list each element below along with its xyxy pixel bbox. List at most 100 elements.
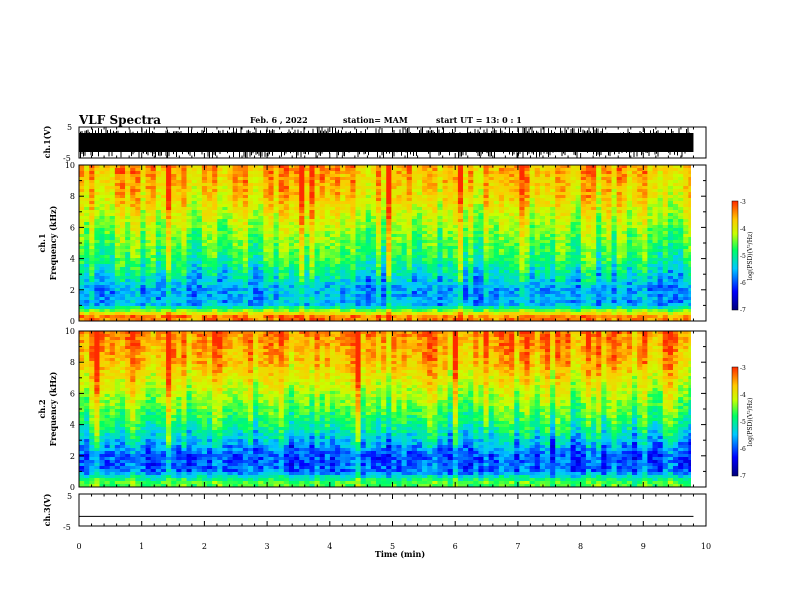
spectrogram-cell	[324, 264, 331, 268]
spectrogram-cell	[130, 285, 136, 289]
spectrogram-cell	[232, 225, 239, 229]
spectrogram-cell	[176, 210, 182, 214]
spectrogram-cell	[637, 180, 643, 184]
spectrogram-cell	[329, 198, 336, 202]
spectrogram-cell	[99, 216, 105, 220]
spectrogram-cell	[637, 201, 643, 205]
spectrogram-cell	[375, 183, 382, 187]
spectrogram-cell	[391, 222, 397, 226]
spectrogram-cell	[447, 210, 454, 214]
spectrogram-cell	[237, 186, 244, 190]
spectrogram-cell	[401, 267, 408, 271]
spectrogram-cell	[683, 204, 689, 208]
spectrogram-cell	[304, 240, 310, 244]
spectrogram-cell	[201, 216, 208, 220]
spectrogram-cell	[616, 189, 623, 193]
spectrogram-cell	[478, 222, 484, 226]
spectrogram-cell	[657, 282, 664, 286]
spectrogram-cell	[457, 195, 464, 199]
spectrogram-cell	[89, 276, 95, 280]
spectrogram-cell	[498, 192, 505, 196]
spectrogram-cell	[524, 204, 530, 208]
spectrogram-cell	[447, 252, 454, 256]
spectrogram-cell	[544, 192, 551, 196]
spectrogram-cell	[637, 186, 643, 190]
spectrogram-cell	[360, 273, 367, 277]
spectrogram-cell	[314, 282, 320, 286]
spectrogram-cell	[422, 270, 428, 274]
spectrogram-cell	[401, 171, 408, 175]
spectrogram-cell	[688, 249, 691, 253]
spectrogram-cell	[237, 279, 244, 283]
spectrogram-cell	[616, 240, 623, 244]
spectrogram-cell	[171, 219, 177, 223]
spectrogram-cell	[201, 219, 208, 223]
spectrogram-cell	[442, 195, 448, 199]
spectrogram-cell	[365, 225, 372, 229]
spectrogram-cell	[355, 222, 361, 226]
spectrogram-cell	[381, 186, 387, 190]
spectrogram-cell	[329, 270, 336, 274]
spectrogram-cell	[350, 249, 356, 253]
spectrogram-cell	[621, 204, 628, 208]
spectrogram-cell	[319, 240, 326, 244]
spectrogram-cell	[314, 234, 320, 238]
spectrogram-cell	[632, 171, 638, 175]
spectrogram-cell	[447, 183, 454, 187]
spectrogram-cell	[232, 171, 239, 175]
spectrogram-cell	[304, 195, 310, 199]
spectrogram-cell	[140, 183, 146, 187]
spectrogram-cell	[529, 204, 536, 208]
spectrogram-cell	[242, 216, 249, 220]
spectrogram-cell	[396, 234, 402, 238]
spectrogram-cell	[626, 255, 633, 259]
spectrogram-cell	[160, 198, 167, 202]
spectrogram-cell	[596, 276, 602, 280]
spectrogram-cell	[314, 213, 320, 217]
spectrogram-cell	[606, 246, 612, 250]
spectrogram-cell	[544, 240, 551, 244]
spectrogram-cell	[560, 207, 566, 211]
spectrogram-cell	[119, 195, 126, 199]
spectrogram-cell	[498, 240, 505, 244]
spectrogram-cell	[212, 279, 218, 283]
spectrogram-cell	[217, 255, 223, 259]
spectrogram-cell	[212, 282, 218, 286]
spectrogram-cell	[288, 228, 295, 232]
spectrogram-cell	[580, 174, 587, 178]
spectrogram-cell	[237, 249, 244, 253]
spectrogram-cell	[493, 282, 500, 286]
spectrogram-cell	[529, 222, 536, 226]
spectrogram-cell	[463, 189, 469, 193]
spectrogram-cell	[452, 201, 459, 205]
spectrogram-cell	[84, 264, 90, 268]
spectrogram-cell	[212, 174, 218, 178]
spectrogram-cell	[493, 270, 500, 274]
spectrogram-cell	[181, 174, 187, 178]
spectrogram-cell	[688, 177, 691, 181]
spectrogram-cell	[401, 213, 408, 217]
spectrogram-cell	[678, 210, 684, 214]
spectrogram-cell	[678, 240, 684, 244]
spectrogram-cell	[483, 189, 489, 193]
spectrogram-cell	[94, 213, 100, 217]
spectrogram-cell	[591, 201, 597, 205]
spectrogram-cell	[191, 195, 198, 199]
spectrogram-cell	[591, 222, 597, 226]
spectrogram-cell	[488, 213, 495, 217]
spectrogram-cell	[99, 186, 105, 190]
spectrogram-cell	[580, 243, 587, 247]
spectrogram-cell	[647, 165, 653, 169]
spectrogram-cell	[191, 168, 198, 172]
spectrogram-cell	[247, 183, 254, 187]
spectrogram-cell	[504, 222, 510, 226]
spectrogram-cell	[79, 216, 85, 220]
spectrogram-cell	[391, 189, 397, 193]
spectrogram-cell	[452, 255, 459, 259]
spectrogram-cell	[268, 189, 274, 193]
spectrogram-cell	[319, 270, 326, 274]
spectrogram-cell	[534, 249, 541, 253]
spectrogram-cell	[652, 219, 658, 223]
spectrogram-cell	[191, 237, 198, 241]
spectrogram-cell	[442, 231, 448, 235]
